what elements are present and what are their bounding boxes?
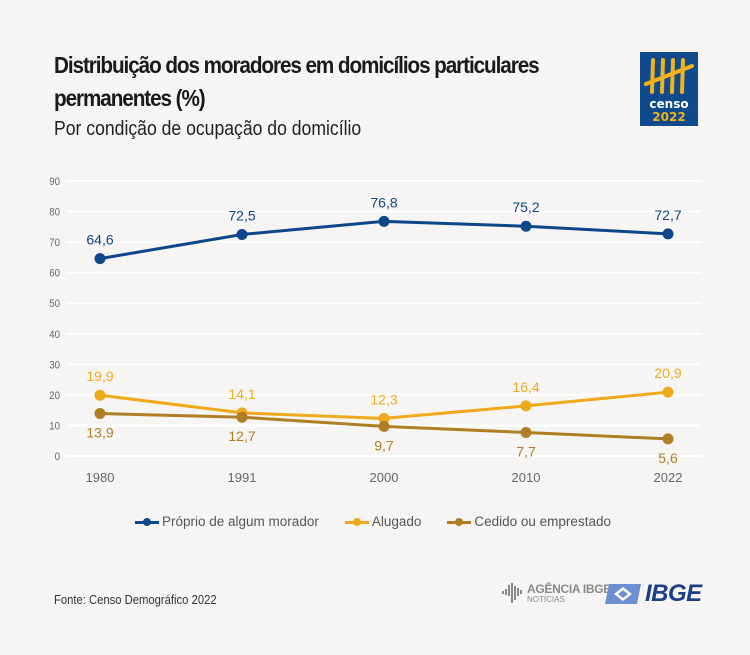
data-label-alugado: 19,9 <box>86 368 113 384</box>
data-label-cedido: 13,9 <box>86 425 113 441</box>
chart-subtitle: Por condição de ocupação do domicílio <box>54 118 362 140</box>
data-point-cedido <box>378 420 390 432</box>
data-label-cedido: 7,7 <box>516 443 536 459</box>
y-tick-label: 30 <box>49 360 60 372</box>
ibge-logo: IBGE <box>605 580 702 608</box>
source-note: Fonte: Censo Demográfico 2022 <box>54 593 217 607</box>
x-axis-ticks: 1980 1991 2000 2010 2022 <box>86 470 683 485</box>
legend-swatch-proprio <box>135 516 159 528</box>
chart-title: Distribuição dos moradores em domicílios… <box>54 52 540 111</box>
data-label-proprio: 64,6 <box>86 232 113 248</box>
y-tick-label: 90 <box>49 177 60 189</box>
legend: Próprio de algum morador Alugado Cedido … <box>135 514 611 529</box>
data-label-alugado: 16,4 <box>512 379 539 395</box>
series-line-proprio <box>99 219 669 261</box>
data-label-proprio: 75,2 <box>512 199 539 215</box>
data-point-proprio <box>378 215 390 227</box>
data-label-alugado: 12,3 <box>370 391 397 407</box>
y-tick-label: 70 <box>49 238 60 250</box>
y-axis-ticks: 0 10 20 30 40 50 60 70 80 90 <box>49 177 60 464</box>
gridlines <box>66 180 702 457</box>
legend-item-cedido[interactable]: Cedido ou emprestado <box>447 514 611 529</box>
data-point-cedido <box>520 426 532 438</box>
data-label-proprio: 76,8 <box>370 194 397 210</box>
data-point-alugado <box>94 389 106 401</box>
x-tick-label: 1991 <box>228 470 257 485</box>
data-label-alugado: 20,9 <box>654 365 681 381</box>
x-tick-label: 2022 <box>654 470 683 485</box>
ibge-emblem-icon <box>605 584 641 604</box>
data-point-cedido <box>662 433 674 445</box>
legend-item-proprio[interactable]: Próprio de algum morador <box>135 514 319 529</box>
legend-label-alugado: Alugado <box>371 514 422 529</box>
data-label-proprio: 72,5 <box>228 207 255 223</box>
data-point-alugado <box>520 400 532 412</box>
data-label-proprio: 72,7 <box>654 207 681 223</box>
data-labels: 64,6 72,5 76,8 75,2 72,7 19,9 14,1 12,3 16,4 20,9… <box>86 194 681 466</box>
y-tick-label: 0 <box>55 452 61 464</box>
legend-label-proprio: Próprio de algum morador <box>162 514 319 529</box>
data-point-alugado <box>662 386 674 398</box>
x-tick-label: 1980 <box>86 470 115 485</box>
censo-word: censo <box>649 97 688 111</box>
data-label-alugado: 14,1 <box>228 386 255 402</box>
tally-marks-icon <box>644 58 694 94</box>
censo-2022-logo: censo 2022 <box>640 52 698 126</box>
data-label-cedido: 5,6 <box>658 450 678 466</box>
data-point-proprio <box>662 228 674 240</box>
agencia-bars-icon <box>502 583 522 603</box>
y-tick-label: 80 <box>49 207 60 219</box>
x-tick-label: 2010 <box>512 470 541 485</box>
x-tick-label: 2000 <box>370 470 399 485</box>
y-tick-label: 60 <box>49 268 60 280</box>
series-points <box>94 215 674 445</box>
data-label-cedido: 9,7 <box>374 437 394 453</box>
data-label-cedido: 12,7 <box>228 428 255 444</box>
legend-item-alugado[interactable]: Alugado <box>344 514 422 529</box>
data-point-proprio <box>520 220 532 232</box>
y-tick-label: 20 <box>49 390 60 402</box>
line-chart: 0 10 20 30 40 50 60 70 80 90 1980 1991 2000 2010 2022… <box>49 177 702 485</box>
legend-swatch-alugado <box>344 516 369 528</box>
agencia-subtitle: NOTÍCIAS <box>527 594 565 604</box>
censo-year: 2022 <box>652 110 685 124</box>
y-tick-label: 50 <box>49 299 60 311</box>
data-point-alugado <box>378 412 390 424</box>
y-tick-label: 40 <box>49 329 60 341</box>
data-point-proprio <box>236 228 248 240</box>
data-point-proprio <box>94 253 106 265</box>
agencia-title: AGÊNCIA IBGE <box>527 581 611 596</box>
agencia-ibge-logo: AGÊNCIA IBGE NOTÍCIAS <box>502 582 611 604</box>
ibge-wordmark: IBGE <box>645 580 702 607</box>
legend-swatch-cedido <box>447 516 472 528</box>
data-point-cedido <box>94 408 106 420</box>
legend-label-cedido: Cedido ou emprestado <box>474 514 611 529</box>
y-tick-label: 10 <box>49 421 60 433</box>
data-point-cedido <box>236 411 248 423</box>
